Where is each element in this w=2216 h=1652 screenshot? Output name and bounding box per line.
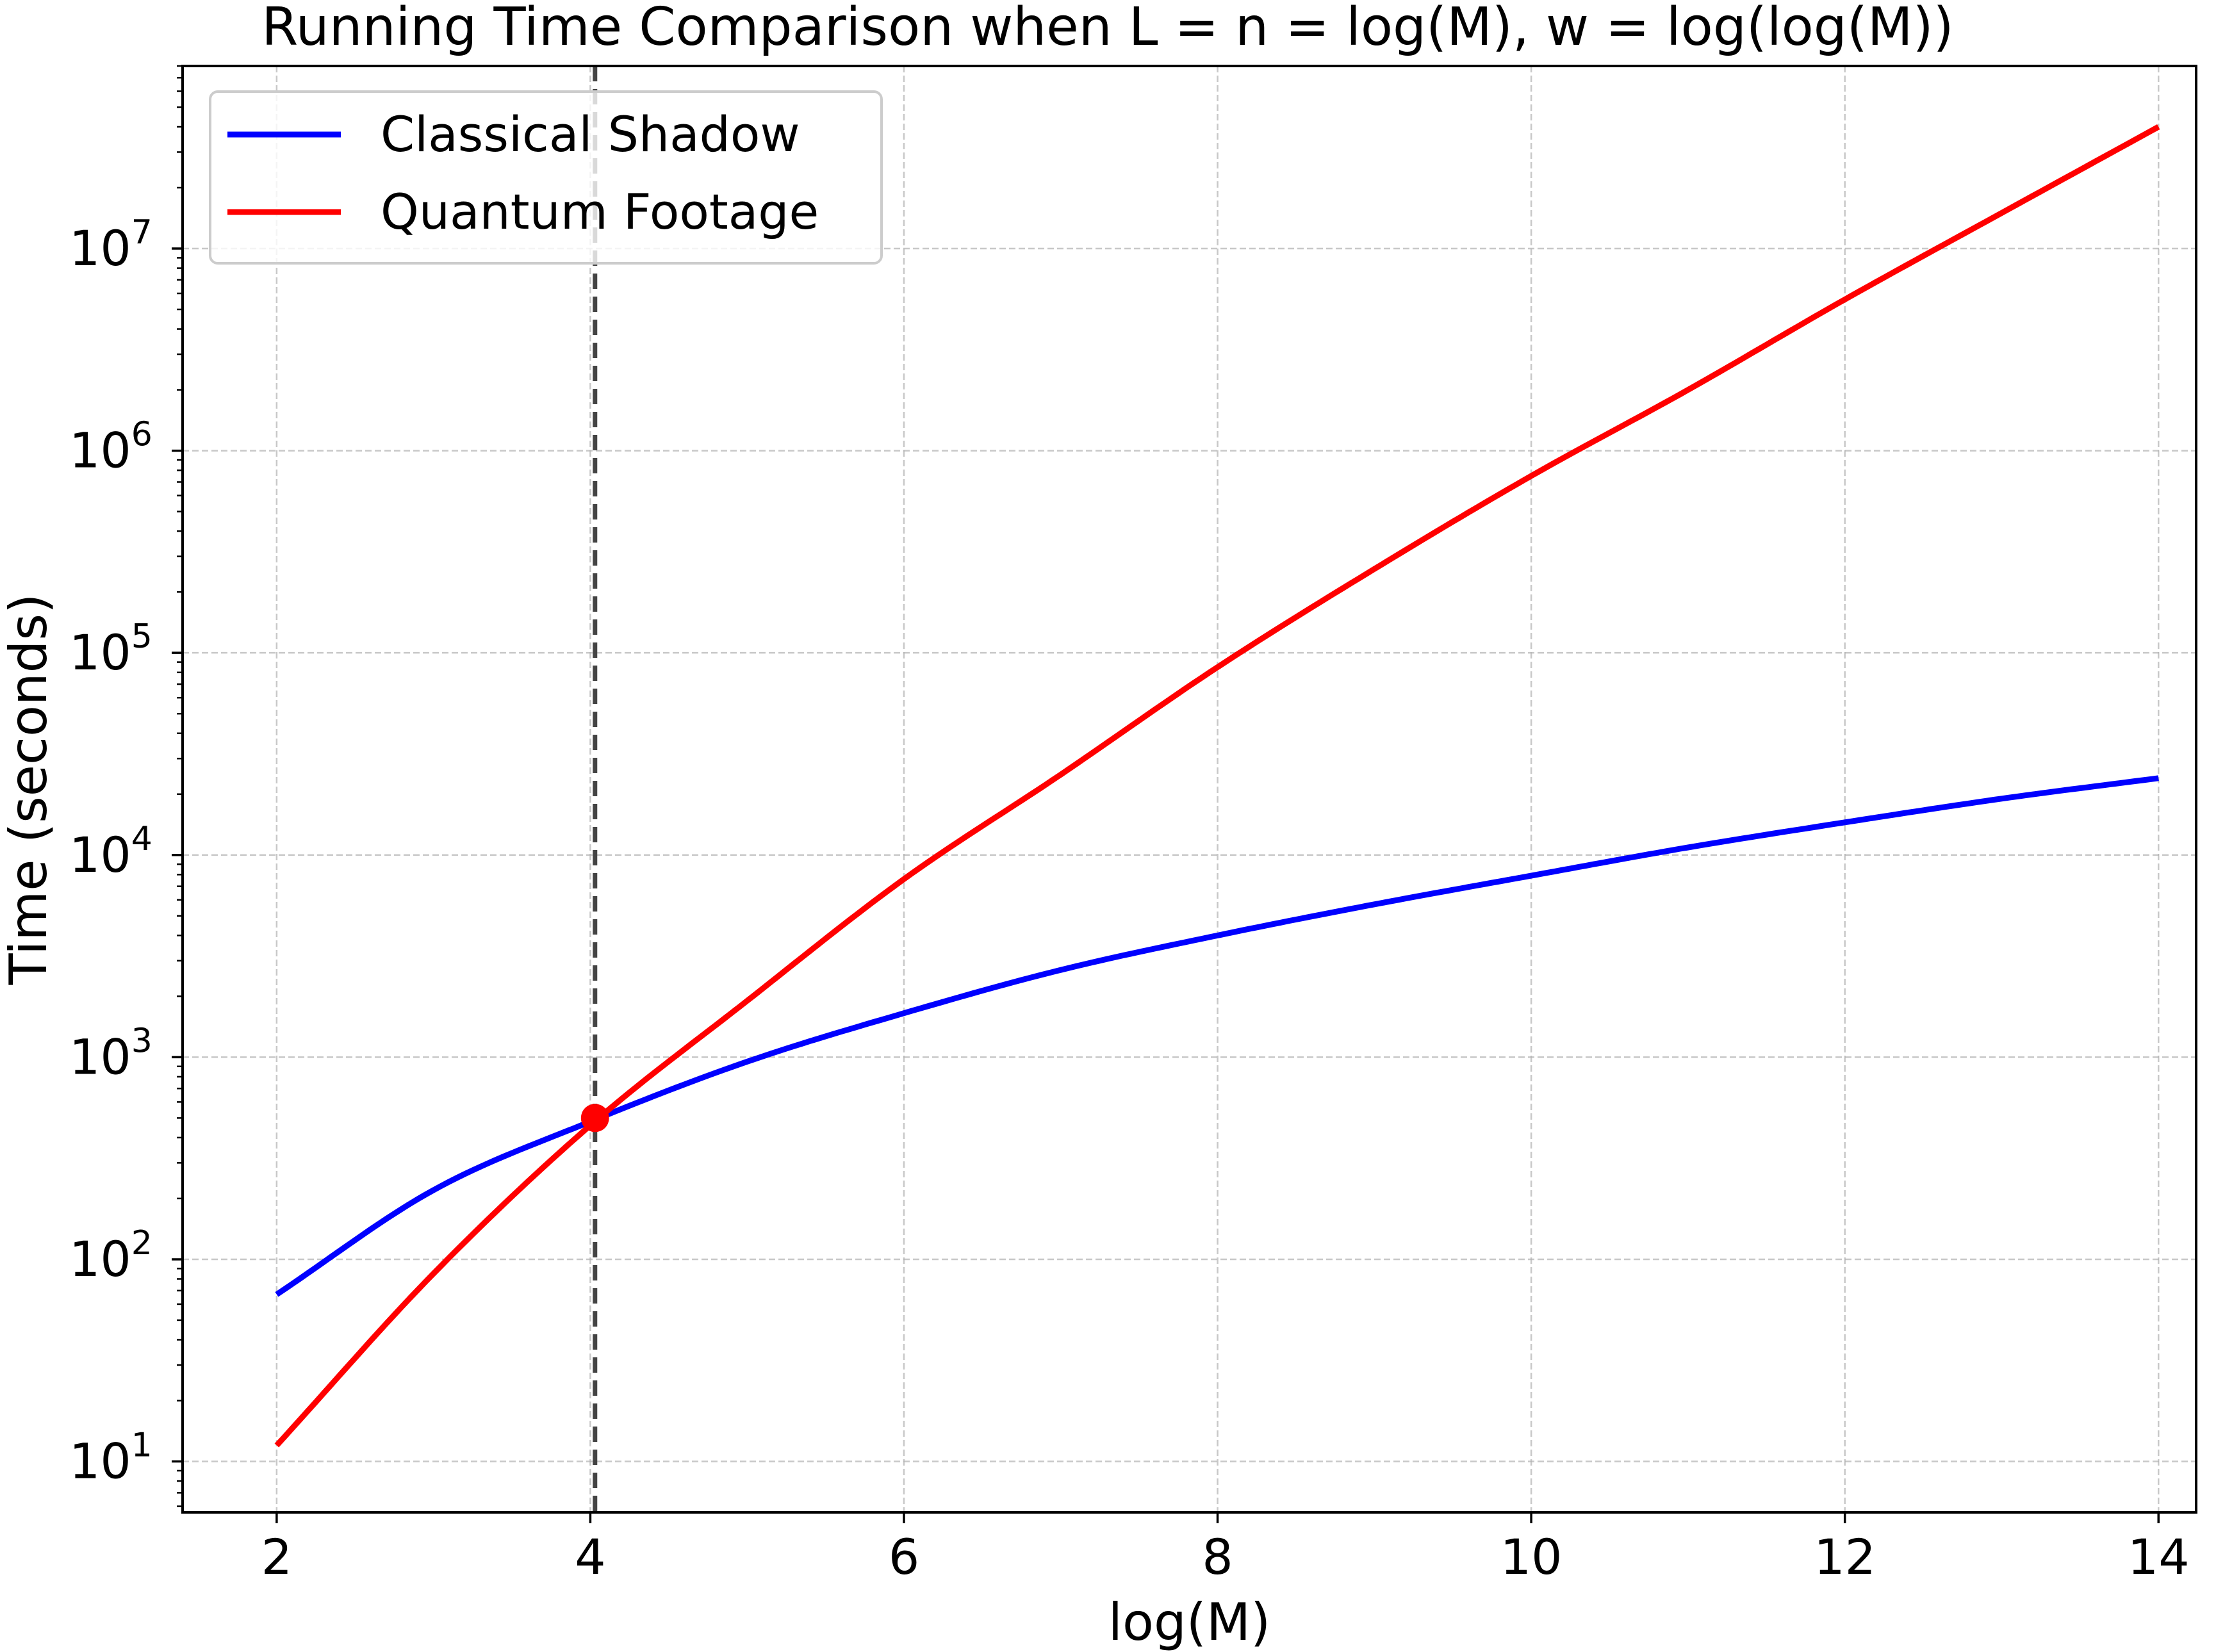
y-tick-label: 106 <box>69 416 152 479</box>
y-axis-label: Time (seconds) <box>0 594 58 986</box>
x-tick-label: 14 <box>2128 1528 2190 1585</box>
crossover-point-marker <box>580 1104 609 1133</box>
y-tick-label: 107 <box>69 213 152 277</box>
legend-label-quantum-footage: Quantum Footage <box>381 183 819 240</box>
x-tick-label: 12 <box>1814 1528 1876 1585</box>
legend-box <box>209 90 883 265</box>
grid-lines <box>183 66 2196 1512</box>
y-tick-label: 102 <box>69 1224 152 1288</box>
x-tick-label: 2 <box>261 1528 292 1585</box>
x-axis-label: log(M) <box>1108 1592 1270 1652</box>
y-tick-label: 105 <box>69 617 152 681</box>
series-line-quantum-footage <box>274 124 2160 1448</box>
x-tick-label: 10 <box>1500 1528 1563 1585</box>
legend-label-classical-shadow: Classical Shadow <box>381 106 800 163</box>
x-tick-label: 6 <box>889 1528 919 1585</box>
axis-ticks: 2 4 6 8 10 12 14 101 102 103 104 105 106 107 <box>69 65 2190 1585</box>
chart-title: Running Time Comparison when L = n = log… <box>261 0 1953 58</box>
plot-area-frame <box>181 65 2197 1514</box>
series-lines <box>274 124 2160 1448</box>
legend: Classical Shadow Quantum Footage <box>209 90 883 265</box>
y-tick-label: 103 <box>69 1022 152 1085</box>
y-tick-label: 101 <box>69 1427 152 1490</box>
crossover-markers <box>580 66 609 1512</box>
x-tick-label: 4 <box>575 1528 605 1585</box>
x-tick-label: 8 <box>1202 1528 1233 1585</box>
y-tick-label: 104 <box>69 820 152 883</box>
